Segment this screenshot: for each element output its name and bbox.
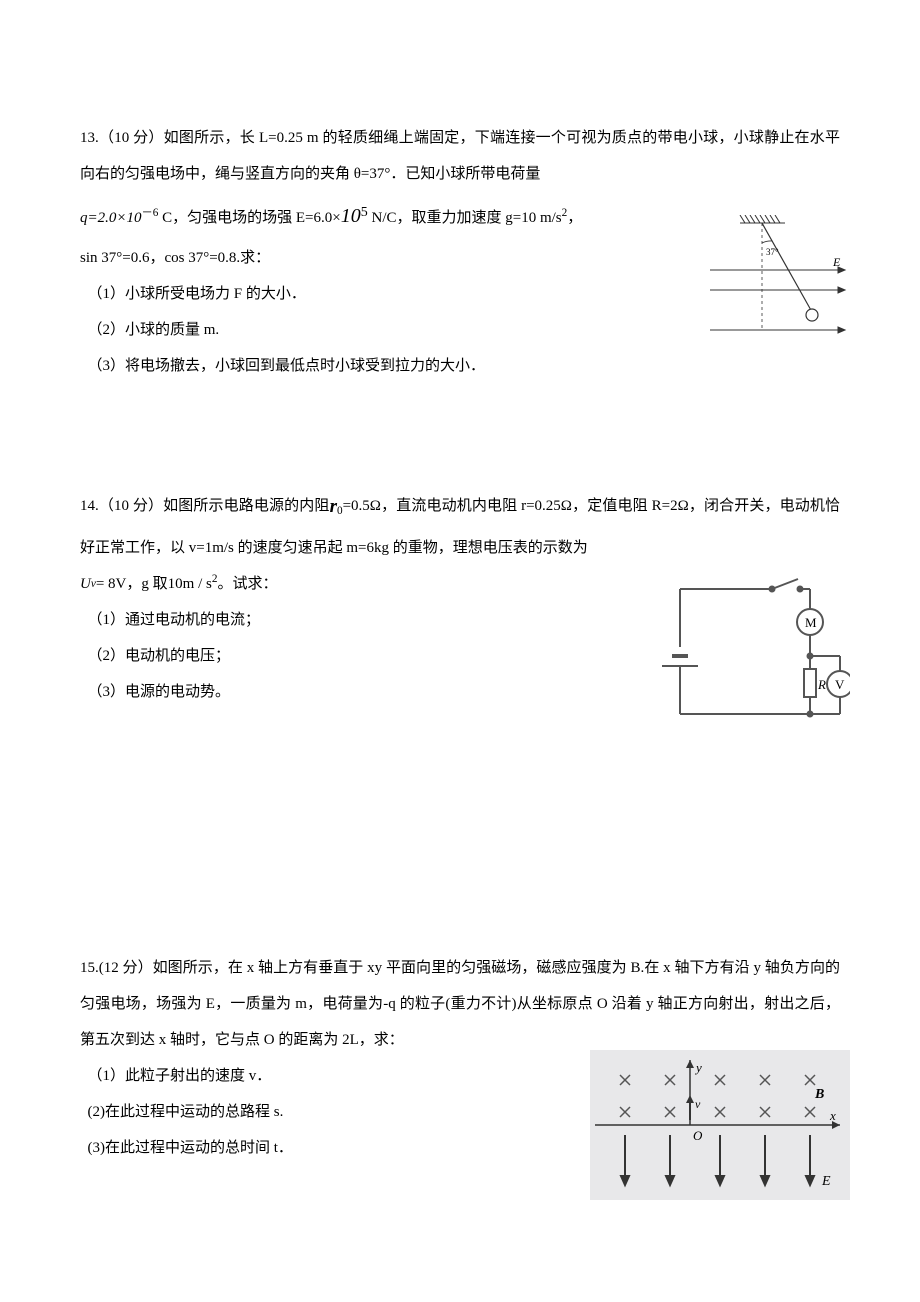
motor-label: M — [805, 615, 817, 630]
figure-14: M R V — [650, 574, 850, 734]
figure-13: 37° E — [690, 215, 850, 345]
b-label: B — [814, 1087, 824, 1102]
o-label: O — [693, 1128, 703, 1143]
p13-q-pre: q=2.0×10 — [80, 210, 142, 226]
p13-q-sup: －6 — [142, 207, 159, 219]
x-label: x — [829, 1108, 836, 1123]
y-label: y — [694, 1060, 702, 1075]
problem-14: 14.（10 分）如图所示电路电源的内阻r0=0.5Ω，直流电动机内电阻 r=0… — [80, 484, 840, 710]
p14-uv: U — [80, 566, 91, 602]
figure-15: O y x v B E — [590, 1050, 850, 1200]
problem-13-text: 13.（10 分）如图所示，长 L=0.25 m 的轻质细绳上端固定，下端连接一… — [80, 120, 840, 192]
e-label: E — [832, 255, 841, 269]
p14-g-val: 10m / s — [168, 566, 212, 602]
problem-15: 15.(12 分）如图所示，在 x 轴上方有垂直于 xy 平面向里的匀强磁场，磁… — [80, 950, 840, 1166]
p14-uv-val: = 8V — [96, 566, 127, 602]
p14-g-end: 。试求： — [217, 576, 277, 592]
p13-sub3: （3）将电场撤去，小球回到最低点时小球受到拉力的大小． — [80, 348, 840, 384]
p15-header: 15.(12 分）如图所示，在 x 轴上方有垂直于 xy 平面向里的匀强磁场，磁… — [80, 950, 840, 1058]
p13-exp: 10 — [341, 205, 361, 227]
p14-r0: r — [330, 484, 337, 530]
p13-post: N/C，取重力加速度 g=10 m/s — [368, 210, 562, 226]
e-label-15: E — [821, 1174, 831, 1189]
angle-label: 37° — [766, 247, 779, 257]
voltmeter-label: V — [835, 677, 845, 692]
p13-exp-sup: 5 — [361, 205, 368, 220]
p14-header: 14.（10 分）如图所示电路电源的内阻r0=0.5Ω，直流电动机内电阻 r=0… — [80, 484, 840, 566]
p13-end: ， — [567, 210, 582, 226]
p13-header: 13.（10 分）如图所示，长 L=0.25 m 的轻质细绳上端固定，下端连接一… — [80, 130, 840, 182]
v-label: v — [695, 1097, 701, 1111]
problem-13: 13.（10 分）如图所示，长 L=0.25 m 的轻质细绳上端固定，下端连接一… — [80, 120, 840, 384]
p14-header-pre: 14.（10 分）如图所示电路电源的内阻 — [80, 498, 330, 514]
p14-g-text: ，g 取 — [126, 576, 167, 592]
p13-q-mid: C，匀强电场的场强 E=6.0× — [158, 210, 340, 226]
resistor-label: R — [817, 677, 826, 692]
